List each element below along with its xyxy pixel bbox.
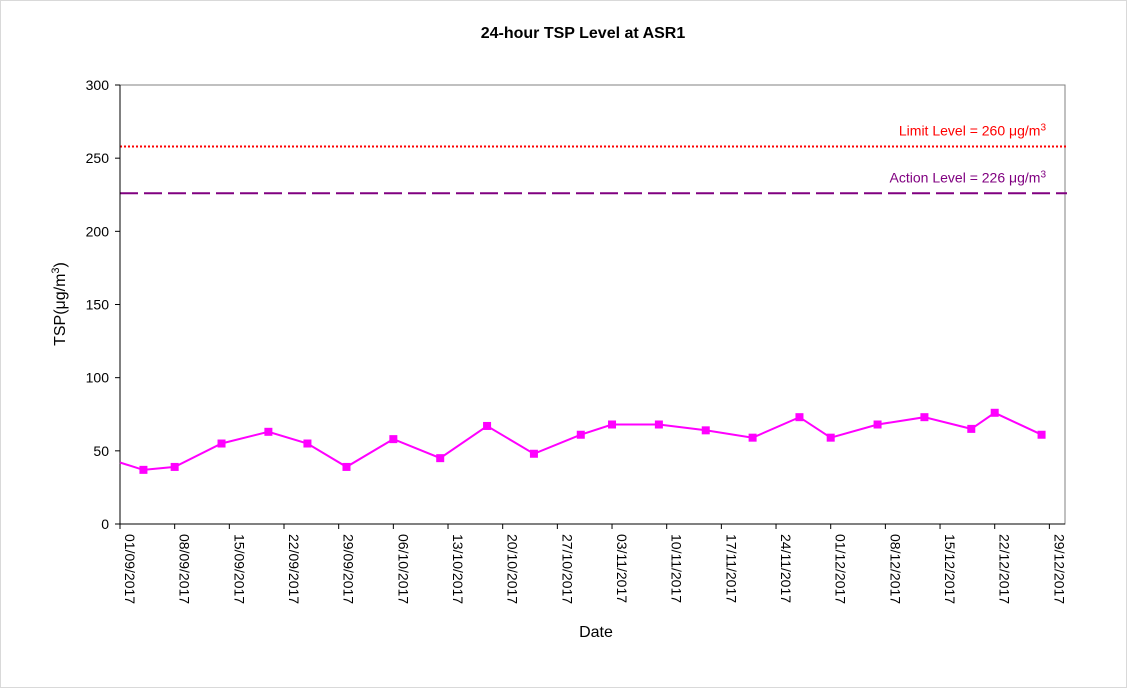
x-tick-label: 22/12/2017 — [997, 534, 1013, 604]
x-tick-label: 27/10/2017 — [559, 534, 575, 604]
tsp-data-point — [170, 462, 179, 471]
tsp-data-point — [826, 433, 835, 442]
y-axis-title-unit: g/m — [52, 274, 69, 301]
tsp-data-point — [795, 413, 804, 422]
tsp-data-point — [529, 449, 538, 458]
x-tick-label: 15/09/2017 — [231, 534, 247, 604]
x-tick-label: 01/09/2017 — [122, 534, 138, 604]
x-axis: 01/09/2017 08/09/2017 15/09/2017 22/09/2017… — [119, 523, 1067, 604]
x-tick-label: 01/12/2017 — [833, 534, 849, 604]
y-axis-title-superscript: 3 — [50, 267, 62, 273]
tsp-data-point — [967, 424, 976, 433]
tsp-data-point — [576, 430, 585, 439]
y-axis: 0 50 100 150 200 250 300 — [86, 77, 121, 532]
tsp-data-point — [217, 439, 226, 448]
y-tick-label: 150 — [86, 297, 110, 313]
x-tick-label: 20/10/2017 — [505, 534, 521, 604]
series-layer — [119, 408, 1046, 474]
tsp-data-point — [436, 454, 445, 463]
tsp-data-point — [342, 462, 351, 471]
x-tick-label: 24/11/2017 — [778, 534, 794, 603]
y-axis-title-mu: μ — [52, 300, 69, 309]
tsp-data-point — [990, 408, 999, 417]
y-tick-label: 250 — [86, 150, 110, 166]
x-tick-label: 03/11/2017 — [614, 534, 630, 603]
y-tick-label: 300 — [86, 77, 110, 93]
tsp-data-point — [264, 427, 273, 436]
x-tick-label: 08/12/2017 — [887, 534, 903, 604]
x-tick-label: 17/11/2017 — [723, 534, 739, 603]
tsp-data-point — [920, 413, 929, 422]
y-tick-label: 100 — [86, 370, 110, 386]
tsp-data-point — [748, 433, 757, 442]
tsp-data-point — [654, 420, 663, 429]
x-axis-title: Date — [579, 624, 613, 641]
tsp-data-point — [873, 420, 882, 429]
reference-line-label: Limit Level = 260 μg/m3 — [899, 122, 1047, 139]
x-tick-label: 15/12/2017 — [942, 534, 958, 604]
y-tick-label: 200 — [86, 223, 110, 239]
x-tick-label: 08/09/2017 — [177, 534, 193, 604]
tsp-data-point — [483, 421, 492, 430]
reference-lines-layer: Limit Level = 260 μg/m3 Action Level = 22… — [120, 122, 1067, 195]
y-axis-title-main: TSP( — [52, 309, 69, 346]
x-tick-label: 06/10/2017 — [395, 534, 411, 604]
tsp-data-point — [701, 426, 710, 435]
reference-line-label: Action Level = 226 μg/m3 — [890, 169, 1047, 186]
y-axis-title-close: ) — [52, 262, 69, 267]
x-tick-label: 13/10/2017 — [450, 534, 466, 604]
y-axis-title: TSP(μg/m3) — [50, 262, 69, 346]
tsp-data-point — [389, 435, 398, 444]
plot-area — [119, 84, 1066, 525]
x-tick-label: 10/11/2017 — [669, 534, 685, 603]
tsp-data-point — [303, 439, 312, 448]
x-tick-label: 22/09/2017 — [286, 534, 302, 604]
tsp-data-point — [608, 420, 617, 429]
x-tick-label: 29/09/2017 — [341, 534, 357, 604]
chart-title: 24-hour TSP Level at ASR1 — [481, 25, 686, 42]
tsp-data-point — [1037, 430, 1046, 439]
x-tick-label: 29/12/2017 — [1051, 534, 1067, 604]
tsp-data-point — [139, 465, 148, 474]
y-tick-label: 0 — [101, 516, 109, 532]
y-tick-label: 50 — [93, 443, 109, 459]
